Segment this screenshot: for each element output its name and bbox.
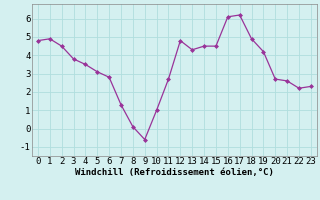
X-axis label: Windchill (Refroidissement éolien,°C): Windchill (Refroidissement éolien,°C) bbox=[75, 168, 274, 177]
